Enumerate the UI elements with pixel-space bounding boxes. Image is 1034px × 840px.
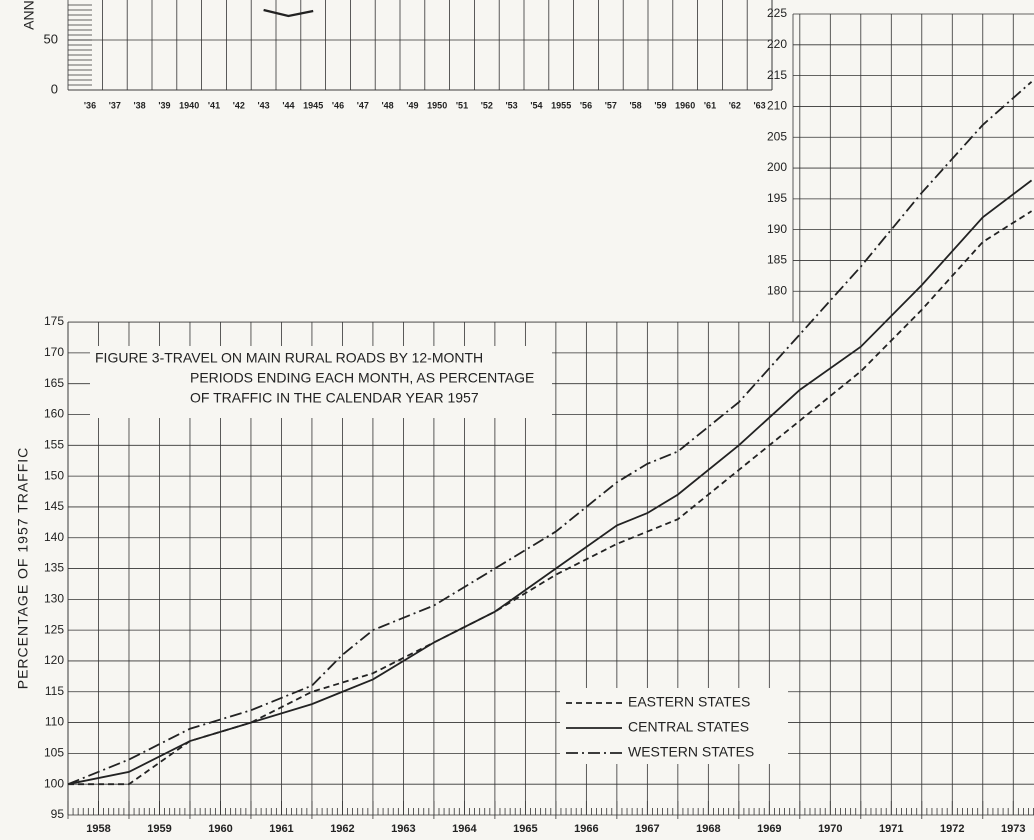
x-tick-label: 1970	[818, 823, 842, 835]
x-tick-label: '58	[630, 100, 642, 110]
y-tick-label: 165	[44, 376, 64, 390]
y-tick-label: 120	[44, 653, 64, 667]
x-tick-label: '53	[506, 100, 518, 110]
x-tick-label: 1945	[303, 100, 323, 110]
y-tick-label: 185	[767, 253, 787, 267]
x-tick-label: '36	[84, 100, 96, 110]
x-tick-label: '56	[580, 100, 592, 110]
x-tick-label: 1963	[391, 823, 415, 835]
x-tick-label: '62	[729, 100, 741, 110]
y-tick-label: 225	[767, 6, 787, 20]
y-tick-label: 110	[45, 715, 64, 729]
x-tick-label: 1959	[147, 823, 171, 835]
y-tick-label: 205	[767, 129, 787, 143]
x-tick-label: '43	[258, 100, 270, 110]
x-tick-label: 1960	[675, 100, 695, 110]
legend-box	[560, 688, 788, 764]
y-tick-label: 170	[44, 345, 64, 359]
y-tick-label: 50	[44, 31, 58, 46]
y-tick-label: 100	[44, 776, 64, 790]
x-tick-label: '59	[654, 100, 666, 110]
x-tick-label: 1940	[179, 100, 199, 110]
x-tick-label: 1960	[208, 823, 232, 835]
x-tick-label: '52	[481, 100, 493, 110]
y-tick-label: 150	[44, 468, 64, 482]
top-y-label: ANNU	[21, 0, 37, 30]
chart-title: PERIODS ENDING EACH MONTH, AS PERCENTAGE	[190, 370, 534, 386]
x-tick-label: '47	[357, 100, 369, 110]
y-tick-label: 125	[44, 622, 64, 636]
x-tick-label: '38	[134, 100, 146, 110]
chart-title: OF TRAFFIC IN THE CALENDAR YEAR 1957	[190, 390, 479, 406]
data-line	[67, 179, 1033, 786]
x-tick-label: '51	[456, 100, 468, 110]
y-label: PERCENTAGE OF 1957 TRAFFIC	[15, 447, 31, 690]
y-tick-label: 160	[44, 407, 64, 421]
y-tick-label: 215	[767, 68, 787, 82]
y-tick-label: 95	[51, 807, 65, 821]
x-tick-label: 1961	[269, 823, 293, 835]
y-tick-label: 220	[767, 37, 787, 51]
y-tick-label: 200	[767, 160, 787, 174]
x-tick-label: 1967	[635, 823, 659, 835]
legend-label: CENTRAL STATES	[628, 719, 749, 735]
x-tick-label: 1962	[330, 823, 354, 835]
y-tick-label: 210	[767, 99, 787, 113]
x-tick-label: 1966	[574, 823, 598, 835]
x-tick-label: '37	[109, 100, 121, 110]
y-tick-label: 190	[767, 222, 787, 236]
y-tick-label: 180	[767, 283, 787, 297]
x-tick-label: 1972	[940, 823, 964, 835]
legend-label: EASTERN STATES	[628, 694, 750, 710]
x-tick-label: '46	[332, 100, 344, 110]
chart-title: FIGURE 3-TRAVEL ON MAIN RURAL ROADS BY 1…	[95, 350, 483, 366]
x-tick-label: 1968	[696, 823, 720, 835]
y-tick-label: 105	[44, 746, 64, 760]
x-tick-label: 1965	[513, 823, 537, 835]
title-box	[90, 346, 552, 418]
x-tick-label: '42	[233, 100, 245, 110]
x-tick-label: 1969	[757, 823, 781, 835]
y-tick-label: 130	[44, 592, 64, 606]
y-tick-label: 175	[44, 314, 64, 328]
x-tick-label: '54	[530, 100, 542, 110]
y-tick-label: 115	[45, 684, 64, 698]
y-tick-label: 155	[44, 437, 64, 451]
x-tick-label: 1973	[1001, 823, 1025, 835]
y-tick-label: 195	[767, 191, 787, 205]
x-tick-label: '63	[754, 100, 766, 110]
x-tick-label: 1958	[86, 823, 110, 835]
x-tick-label: '57	[605, 100, 617, 110]
y-tick-label: 135	[44, 561, 64, 575]
data-line	[67, 81, 1033, 786]
x-tick-label: '48	[382, 100, 394, 110]
x-tick-label: '44	[282, 100, 294, 110]
data-line	[263, 8, 314, 18]
y-tick-label: 0	[51, 81, 58, 96]
x-tick-label: 1955	[551, 100, 571, 110]
x-tick-label: 1964	[452, 823, 477, 835]
y-tick-label: 145	[44, 499, 64, 513]
legend-label: WESTERN STATES	[628, 744, 754, 760]
x-tick-label: '39	[158, 100, 170, 110]
x-tick-label: '61	[704, 100, 716, 110]
x-tick-label: 1971	[879, 823, 903, 835]
x-tick-label: '41	[208, 100, 220, 110]
x-tick-label: 1950	[427, 100, 447, 110]
x-tick-label: '49	[406, 100, 418, 110]
y-tick-label: 140	[44, 530, 64, 544]
